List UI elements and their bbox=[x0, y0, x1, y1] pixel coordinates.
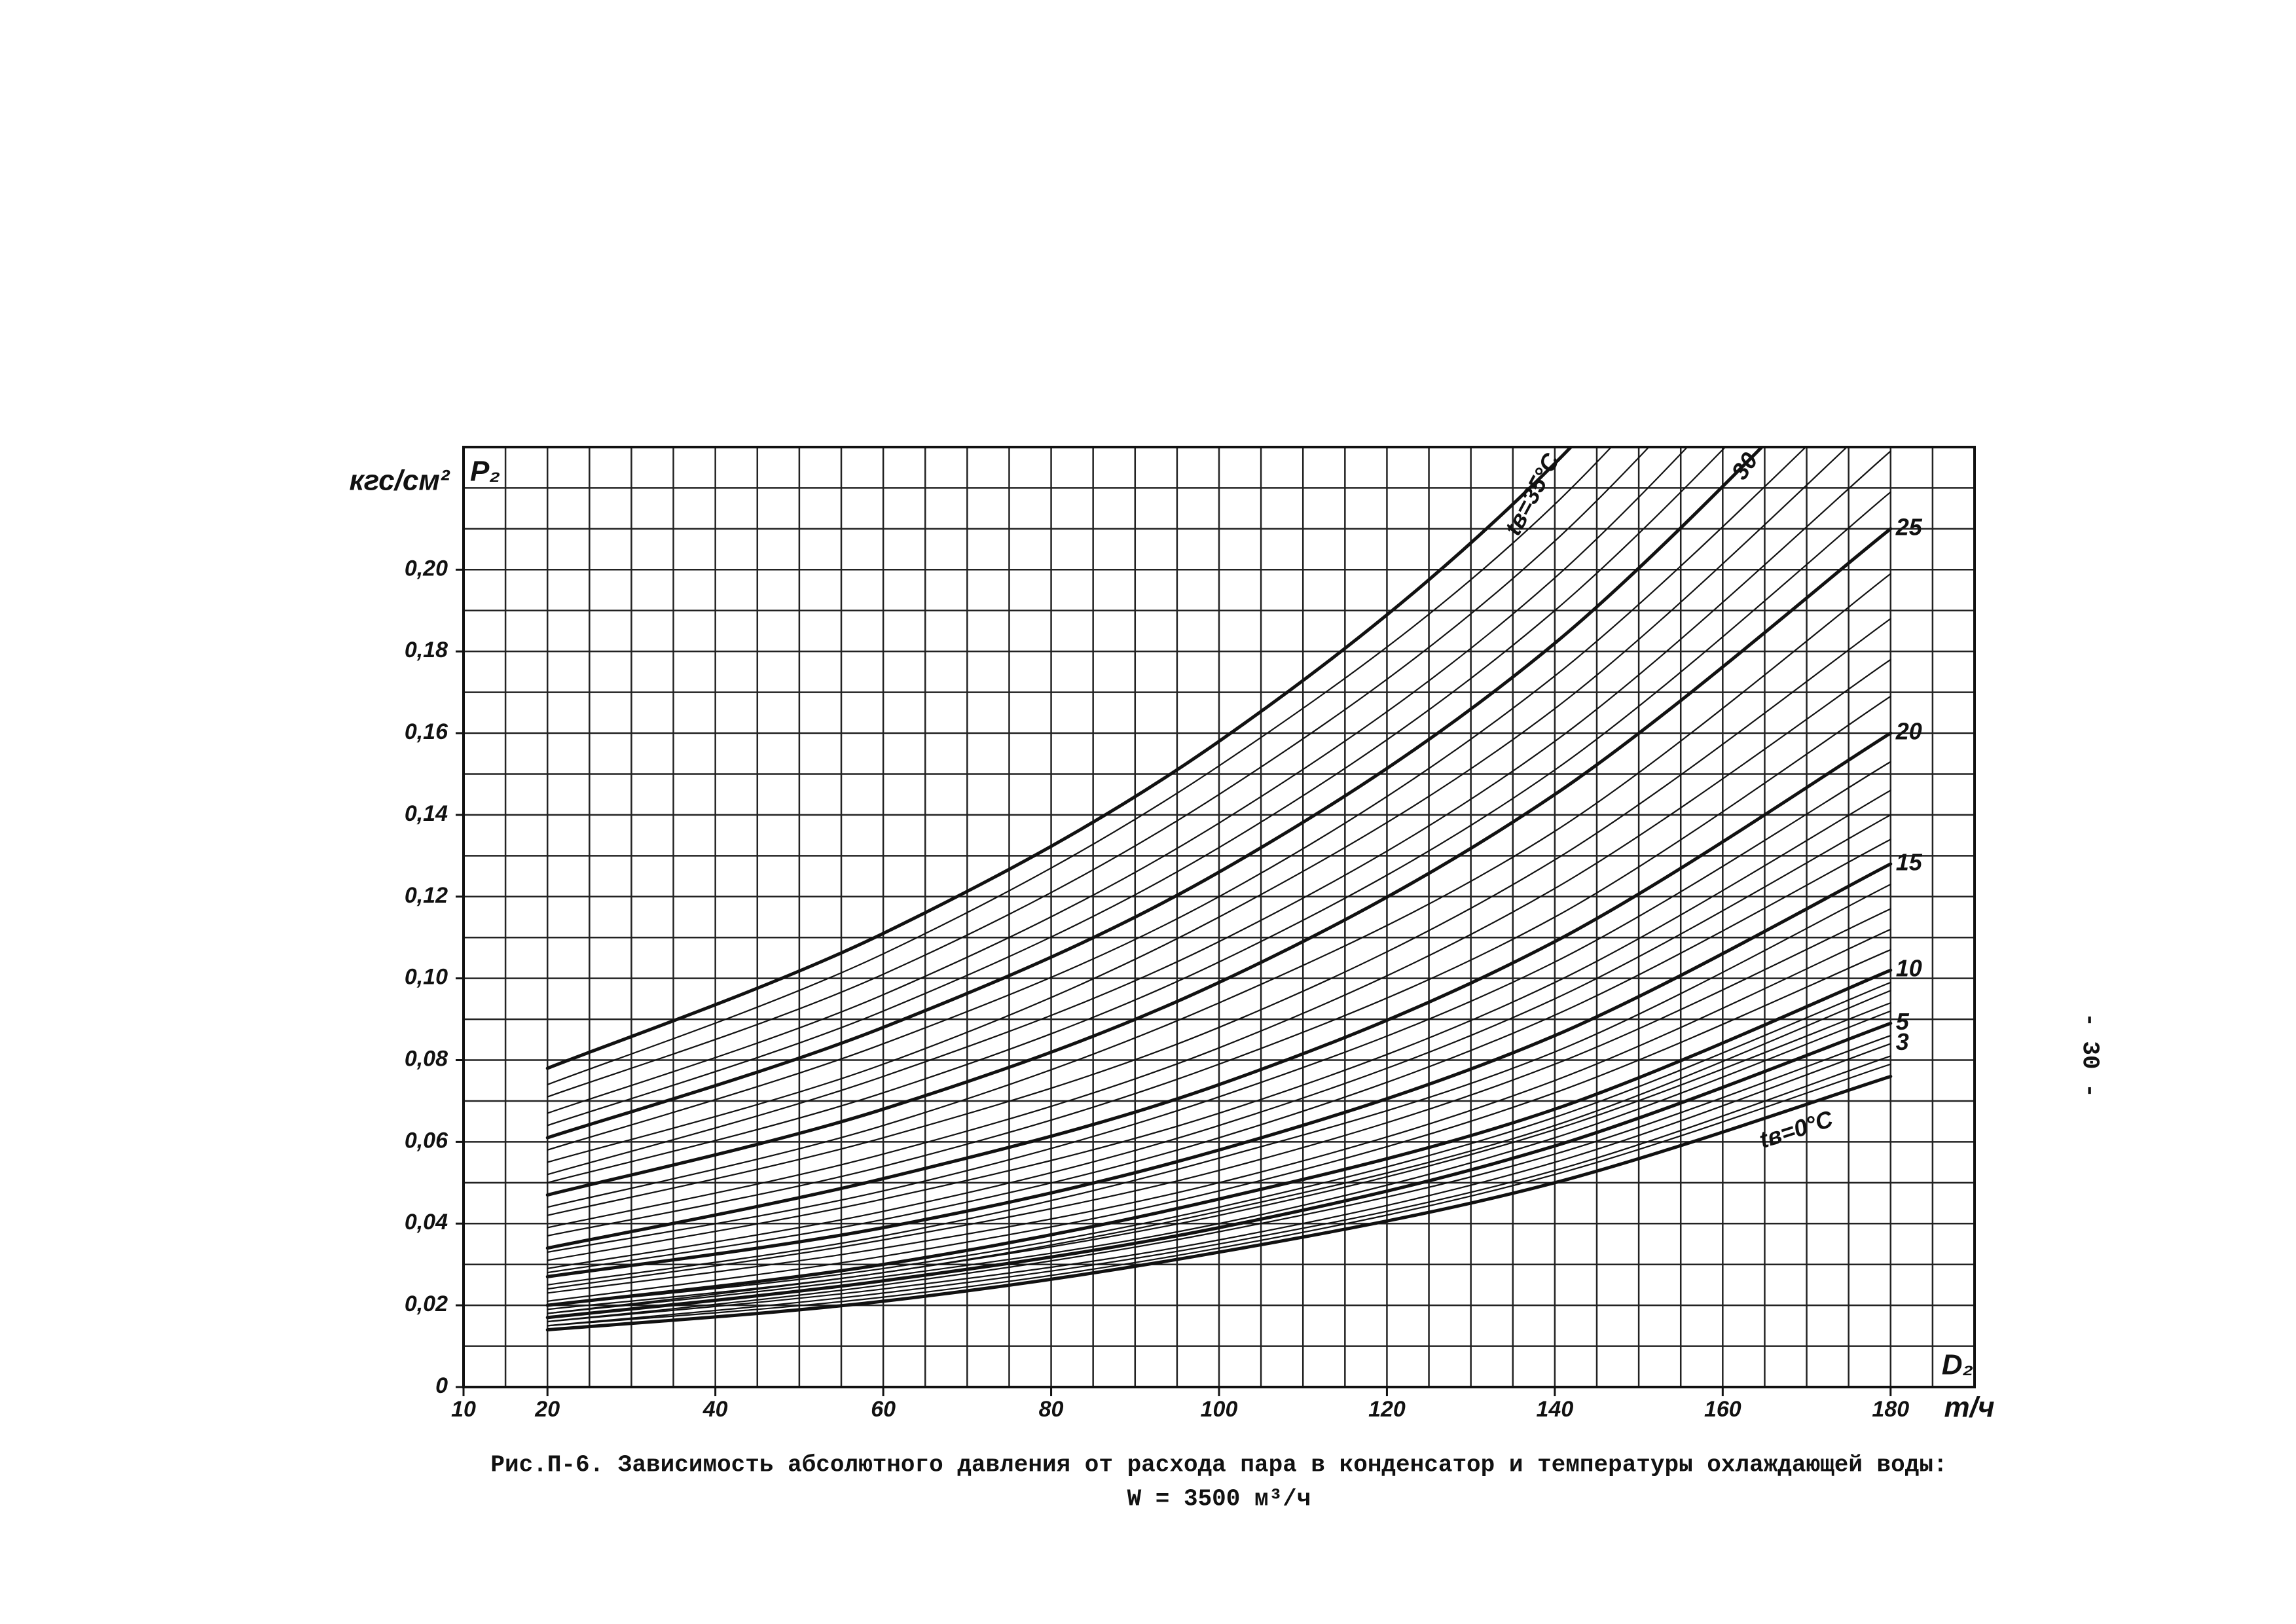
curve bbox=[547, 447, 1848, 1163]
x-tick-label: 20 bbox=[534, 1397, 560, 1422]
y-tick-label: 0,02 bbox=[405, 1291, 448, 1316]
caption-formula: W = 3500 м³/ч bbox=[1127, 1486, 1311, 1513]
curve bbox=[547, 1002, 1891, 1314]
curve bbox=[547, 883, 1891, 1286]
curve bbox=[547, 1043, 1891, 1323]
labels: 10 20 40 60 80 100 120 140 160 180 0 0,02 0,04 0,06 0,… bbox=[405, 448, 1923, 1422]
x-tick-label: 10 bbox=[451, 1397, 476, 1422]
y-tick-label: 0,18 bbox=[405, 638, 448, 662]
curve bbox=[547, 1010, 1891, 1314]
curve bbox=[545, 527, 1893, 1197]
curve-label: 20 bbox=[1895, 718, 1922, 745]
curve bbox=[547, 948, 1891, 1302]
grid bbox=[456, 446, 1976, 1396]
curve bbox=[545, 968, 1893, 1307]
curve bbox=[547, 981, 1891, 1307]
curve bbox=[547, 450, 1891, 1176]
y-tick-label: 0,08 bbox=[405, 1047, 448, 1072]
x-unit: т/ч bbox=[1944, 1392, 1995, 1424]
curve-label: 10 bbox=[1896, 955, 1922, 982]
x-tick-label: 140 bbox=[1537, 1397, 1574, 1422]
curve bbox=[547, 814, 1891, 1270]
x-tick-label: 100 bbox=[1201, 1397, 1238, 1422]
curve-label: 5 bbox=[1896, 1008, 1910, 1035]
curve bbox=[547, 839, 1891, 1274]
page-number: - 30 - bbox=[2076, 1013, 2103, 1098]
curve-label: 25 bbox=[1895, 513, 1923, 540]
curve bbox=[547, 659, 1891, 1229]
curve bbox=[547, 573, 1891, 1208]
y-tick-label: 0,06 bbox=[405, 1128, 448, 1153]
y-tick-label: 0,04 bbox=[405, 1210, 448, 1235]
curve bbox=[547, 491, 1891, 1183]
curve bbox=[547, 1034, 1891, 1323]
curve bbox=[545, 1075, 1893, 1332]
curve bbox=[547, 789, 1891, 1261]
curve bbox=[545, 1021, 1893, 1320]
curve bbox=[545, 447, 1573, 1070]
plot-frame bbox=[462, 446, 1976, 1388]
curve bbox=[547, 928, 1891, 1294]
curve-label: 15 bbox=[1896, 848, 1923, 875]
x-tick-label: 80 bbox=[1039, 1397, 1064, 1422]
curve bbox=[547, 1063, 1891, 1327]
curves bbox=[545, 447, 1893, 1332]
x-tick-label: 60 bbox=[871, 1397, 896, 1422]
x-tick-label: 120 bbox=[1368, 1397, 1406, 1422]
curve bbox=[547, 447, 1688, 1114]
x-axis-label: D₂ bbox=[1942, 1349, 1974, 1381]
curve bbox=[547, 447, 1650, 1098]
curve bbox=[547, 990, 1891, 1310]
curve bbox=[547, 618, 1891, 1216]
y-tick-label: 0,12 bbox=[405, 883, 448, 908]
y-tick-label: 0,14 bbox=[405, 801, 448, 826]
curve bbox=[547, 447, 1613, 1086]
y-axis-label: P₂ bbox=[470, 456, 500, 488]
y-unit: кгс/см² bbox=[349, 465, 450, 497]
curve bbox=[547, 1055, 1891, 1327]
curve bbox=[545, 731, 1893, 1250]
caption: Рис.П-6. Зависимость абсолютного давлени… bbox=[490, 1452, 1947, 1479]
curve-label: 3 bbox=[1896, 1028, 1909, 1055]
curve bbox=[545, 447, 1764, 1140]
y-tick-label: 0,10 bbox=[405, 965, 448, 990]
curve bbox=[547, 761, 1891, 1254]
curve bbox=[547, 447, 1807, 1151]
curve bbox=[547, 695, 1891, 1237]
x-tick-label: 180 bbox=[1872, 1397, 1909, 1422]
curve bbox=[545, 862, 1893, 1278]
curve bbox=[547, 447, 1726, 1127]
y-tick-label: 0,20 bbox=[405, 556, 448, 581]
y-tick-label: 0 bbox=[435, 1373, 448, 1398]
x-tick-label: 40 bbox=[702, 1397, 728, 1422]
y-tick-label: 0,16 bbox=[405, 719, 448, 744]
curve bbox=[547, 908, 1891, 1290]
x-tick-label: 160 bbox=[1704, 1397, 1741, 1422]
